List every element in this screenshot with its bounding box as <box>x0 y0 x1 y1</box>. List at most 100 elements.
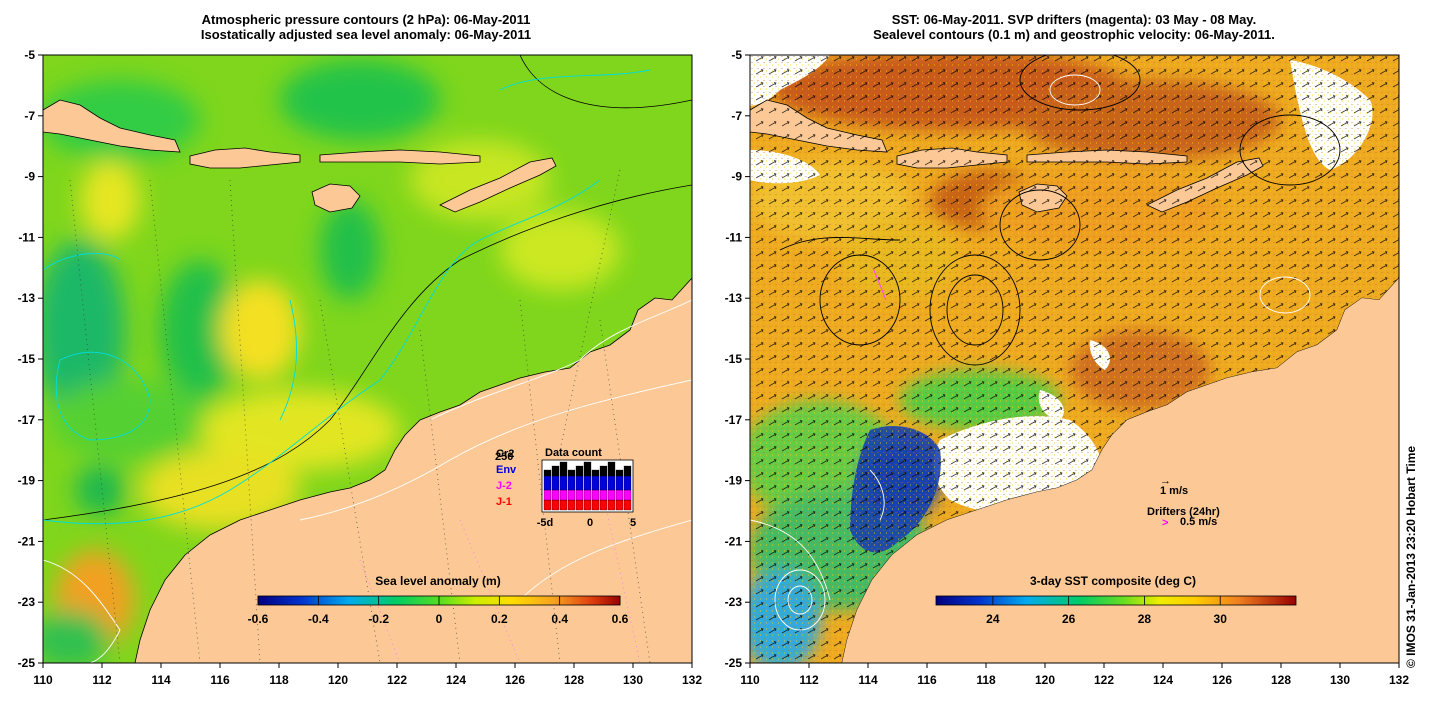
right-lat-tick: -19 <box>725 474 743 488</box>
left-lat-tick: -17 <box>18 413 36 427</box>
right-lon-tick: 120 <box>1035 673 1055 687</box>
left-map-title: Atmospheric pressure contours (2 hPa): 0… <box>40 12 692 42</box>
right-lon-tick: 130 <box>1330 673 1350 687</box>
sla-colorbar-tick: 0.2 <box>491 612 508 626</box>
right-lon-tick: 114 <box>858 673 878 687</box>
sst-colorbar-tick: 26 <box>1062 612 1076 626</box>
left-lon-tick: 126 <box>505 673 525 687</box>
sst-colorbar-tick: 28 <box>1138 612 1152 626</box>
right-lat-tick: -7 <box>731 109 742 123</box>
sla-colorbar-tick: -0.2 <box>368 612 389 626</box>
inset-x-tick: 5 <box>630 517 636 529</box>
left-lon-tick: 122 <box>387 673 407 687</box>
left-lon-tick: 114 <box>151 673 171 687</box>
sla-colorbar-tick: -0.4 <box>308 612 329 626</box>
right-title-line1: SST: 06-May-2011. SVP drifters (magenta)… <box>891 12 1257 27</box>
right-lon-tick: 128 <box>1271 673 1291 687</box>
island-timor <box>439 157 557 213</box>
right-lat-tick: -11 <box>725 230 742 244</box>
left-lon-tick: 112 <box>92 673 112 687</box>
left-lat-tick: -23 <box>18 595 36 609</box>
sealevel-contours <box>779 55 1341 366</box>
inset-x-tick: -5d <box>537 517 554 529</box>
sla-contours-cyan <box>43 69 651 525</box>
right-lat-tick: -21 <box>725 534 743 548</box>
inset-legend-env: Env <box>496 464 517 476</box>
ground-tracks <box>69 169 651 663</box>
drifter-legend-title: Drifters (24hr) <box>1147 506 1220 518</box>
left-lon-tick: 120 <box>328 673 348 687</box>
left-lat-tick: -5 <box>24 48 35 62</box>
left-lon-tick: 132 <box>682 673 702 687</box>
sealevel-contours-white <box>750 74 1311 631</box>
right-lat-tick: -15 <box>725 352 743 366</box>
right-lon-tick: 126 <box>1212 673 1232 687</box>
right-lat-tick: -25 <box>725 656 743 670</box>
left-map-axes: 110 112 114 116 118 120 122 124 126 128 130 132 -5 -7… <box>18 48 703 687</box>
island-sumba <box>311 183 361 213</box>
data-count-inset: Data count Cr2 Env J-2 J-1 250 -5d 0 5 <box>495 447 636 529</box>
left-lat-tick: -13 <box>18 291 36 305</box>
right-lon-tick: 122 <box>1094 673 1114 687</box>
sla-colorbar-tick: 0.6 <box>612 612 629 626</box>
velocity-arrow-glyph: → <box>1160 475 1171 487</box>
island-lombok-sumbawa <box>189 147 301 169</box>
left-lon-tick: 130 <box>623 673 643 687</box>
right-map-axes: 110 112 114 116 118 120 122 124 126 128 130 132 -5 -7… <box>725 48 1410 687</box>
left-lat-tick: -9 <box>24 170 35 184</box>
sla-colorbar-tick: 0 <box>436 612 443 626</box>
right-lat-tick: -5 <box>731 48 742 62</box>
island-flores <box>319 149 481 165</box>
sla-contours-white <box>43 299 692 663</box>
inset-overlap-text: 250 <box>495 451 513 463</box>
left-lon-tick: 116 <box>210 673 230 687</box>
left-lon-tick: 118 <box>269 673 289 687</box>
sla-colorbar: Sea level anomaly (m) -0.6 -0.4 -0.2 0 0.2 0.… <box>248 574 629 626</box>
left-lat-tick: -21 <box>18 534 36 548</box>
right-lat-tick: -13 <box>725 291 743 305</box>
right-lat-tick: -17 <box>725 413 743 427</box>
sst-colorbar: 3-day SST composite (deg C) 24 26 28 30 <box>935 574 1297 626</box>
right-lon-tick: 118 <box>976 673 996 687</box>
right-lon-tick: 110 <box>740 673 760 687</box>
left-lat-tick: -19 <box>18 474 36 488</box>
inset-legend-j-1: J-1 <box>496 496 512 508</box>
sst-colorbar-label: 3-day SST composite (deg C) <box>1030 574 1196 588</box>
left-lon-tick: 124 <box>446 673 466 687</box>
sst-colorbar-tick: 24 <box>986 612 1000 626</box>
left-title-line2: Isostatically adjusted sea level anomaly… <box>200 27 532 42</box>
left-map <box>43 55 692 663</box>
left-lon-tick: 128 <box>564 673 584 687</box>
sla-colorbar-label: Sea level anomaly (m) <box>375 574 500 588</box>
drifter-legend-label: 0.5 m/s <box>1180 516 1217 528</box>
sla-colorbar-tick: 0.4 <box>551 612 568 626</box>
australia-land <box>134 277 692 663</box>
sst-colorbar-tick: 30 <box>1214 612 1228 626</box>
right-lon-tick: 112 <box>799 673 819 687</box>
right-lon-tick: 132 <box>1389 673 1409 687</box>
right-map <box>750 55 1399 663</box>
left-title-line1: Atmospheric pressure contours (2 hPa): 0… <box>201 12 531 27</box>
pressure-contours <box>43 55 692 521</box>
right-map-title: SST: 06-May-2011. SVP drifters (magenta)… <box>748 12 1400 42</box>
drifter-legend-symbol: > <box>1162 517 1168 529</box>
right-lon-tick: 124 <box>1153 673 1173 687</box>
velocity-legend: → 1 m/s Drifters (24hr) > 0.5 m/s <box>1147 475 1220 529</box>
left-lat-tick: -15 <box>18 352 36 366</box>
right-title-line2: Sealevel contours (0.1 m) and geostrophi… <box>873 27 1275 42</box>
left-lat-tick: -7 <box>24 109 35 123</box>
sla-colorbar-tick: -0.6 <box>248 612 269 626</box>
left-lat-tick: -25 <box>18 656 36 670</box>
drifter-tracks <box>872 267 887 301</box>
inset-x-tick: 0 <box>587 517 593 529</box>
inset-legend-cr2: Cr2 <box>496 448 514 460</box>
right-lon-tick: 116 <box>917 673 937 687</box>
island-java-bali <box>43 99 181 153</box>
left-lon-tick: 110 <box>33 673 53 687</box>
imos-credit: © IMOS 31-Jan-2013 23:20 Hobart Time <box>1404 445 1418 668</box>
right-lat-tick: -23 <box>725 595 743 609</box>
left-lat-tick: -11 <box>18 230 35 244</box>
right-lat-tick: -9 <box>731 170 742 184</box>
inset-legend-j-2: J-2 <box>496 480 512 492</box>
